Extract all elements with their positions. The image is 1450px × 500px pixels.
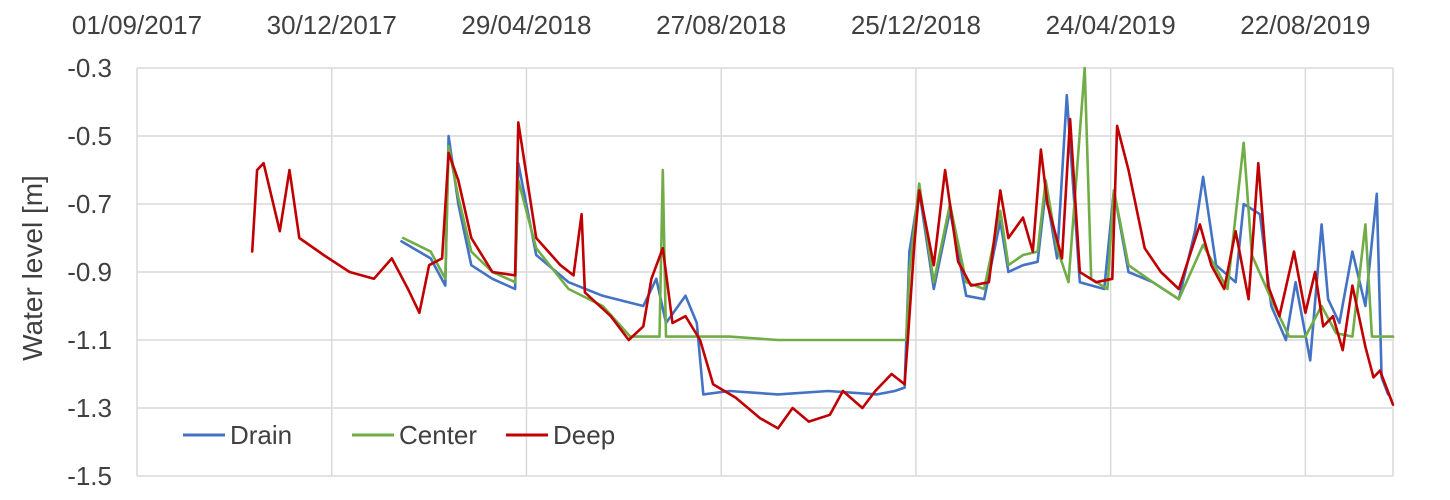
y-tick-label: -0.7	[67, 189, 112, 219]
x-tick-label: 01/09/2017	[72, 10, 202, 40]
y-tick-label: -1.1	[67, 325, 112, 355]
series-line-center	[401, 66, 1395, 342]
y-tick-label: -0.3	[67, 53, 112, 83]
legend-label-center: Center	[399, 420, 477, 450]
y-tick-label: -0.9	[67, 257, 112, 287]
x-tick-label: 22/08/2019	[1240, 10, 1370, 40]
y-tick-label: -1.5	[67, 461, 112, 491]
series-line-deep	[250, 117, 1395, 430]
y-axis-ticks: -0.3 -0.5 -0.7 -0.9 -1.1 -1.3 -1.5	[67, 53, 112, 491]
legend-label-deep: Deep	[553, 420, 615, 450]
legend-label-drain: Drain	[230, 420, 292, 450]
x-axis-ticks: 01/09/2017 30/12/2017 29/04/2018 27/08/2018…	[72, 10, 1371, 40]
grid-lines	[136, 67, 1394, 477]
x-tick-label: 25/12/2018	[851, 10, 981, 40]
x-tick-label: 24/04/2019	[1046, 10, 1176, 40]
y-tick-label: -0.5	[67, 121, 112, 151]
y-tick-label: -1.3	[67, 393, 112, 423]
x-tick-label: 27/08/2018	[656, 10, 786, 40]
y-axis-title: Water level [m]	[17, 175, 48, 361]
series-line-drain	[400, 93, 1390, 396]
series-layer	[250, 66, 1395, 430]
x-tick-label: 29/04/2018	[461, 10, 591, 40]
x-tick-label: 30/12/2017	[267, 10, 397, 40]
plot-area: 01/09/2017 30/12/2017 29/04/2018 27/08/2018…	[67, 10, 1395, 491]
legend: Drain Center Deep	[183, 420, 615, 450]
